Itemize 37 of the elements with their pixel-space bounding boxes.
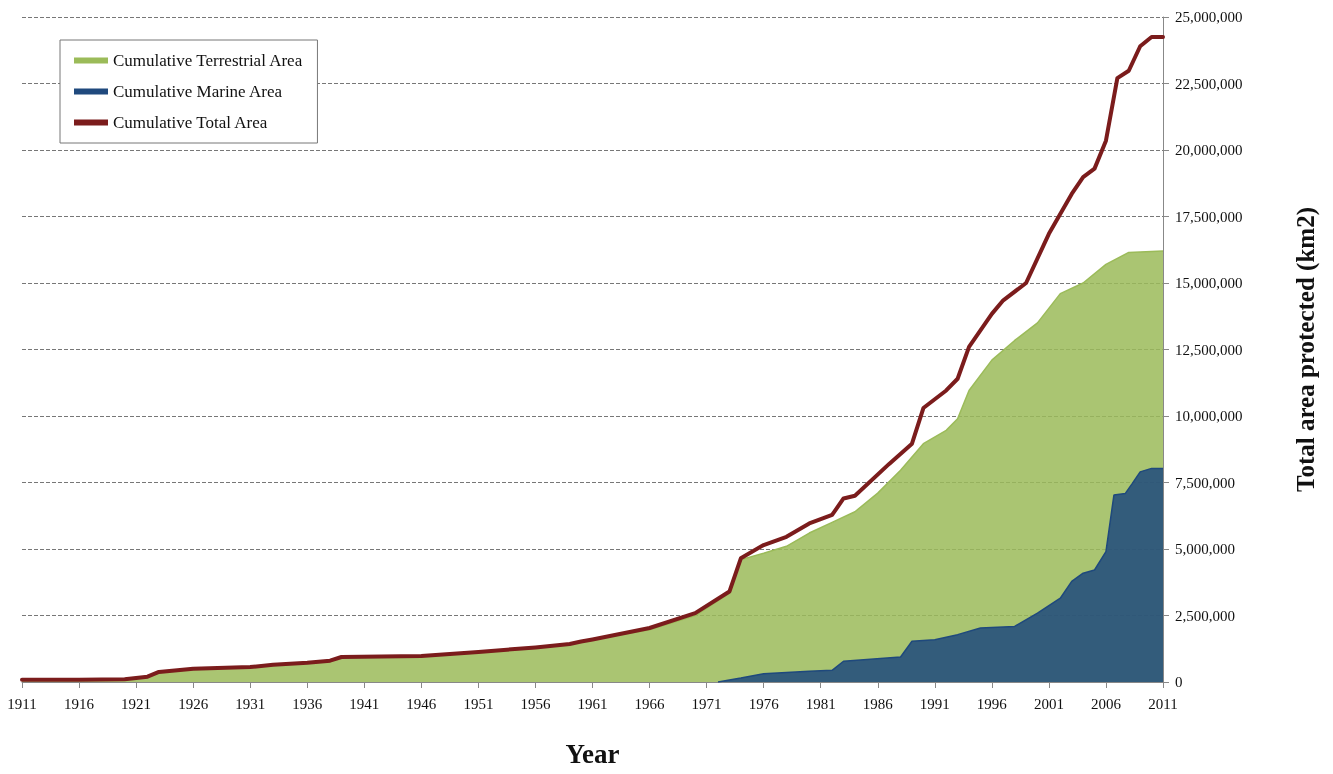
y-tick-label: 17,500,000	[1175, 208, 1243, 225]
x-tick-label: 1941	[349, 695, 380, 712]
x-tick-label: 1981	[805, 695, 836, 712]
x-tick-label: 1971	[691, 695, 722, 712]
legend-label: Cumulative Terrestrial Area	[113, 51, 303, 70]
x-tick-label: 1961	[577, 695, 608, 712]
x-tick-label: 1986	[862, 695, 894, 712]
x-tick-label: 1951	[463, 695, 494, 712]
x-tick-label: 1991	[919, 695, 950, 712]
y-tick-label: 5,000,000	[1175, 541, 1235, 557]
legend-label: Cumulative Marine Area	[113, 82, 283, 101]
y-tick-label: 7,500,000	[1175, 474, 1235, 491]
x-tick-label: 1916	[64, 695, 95, 712]
y-tick-label: 20,000,000	[1175, 142, 1243, 158]
x-tick-label: 1976	[748, 695, 780, 712]
x-tick-label: 2011	[1148, 695, 1178, 712]
x-tick-label: 1921	[121, 695, 152, 712]
x-tick-label: 1931	[235, 695, 266, 712]
x-tick-label: 2006	[1090, 695, 1122, 712]
y-tick-label: 15,000,000	[1175, 275, 1243, 291]
x-tick-label: 1936	[292, 695, 323, 712]
x-tick-label: 1911	[7, 695, 37, 712]
y-tick-label: 2,500,000	[1175, 607, 1235, 624]
legend-label: Cumulative Total Area	[113, 113, 268, 132]
y-tick-label: 22,500,000	[1175, 75, 1243, 92]
y-tick-label: 12,500,000	[1175, 341, 1243, 358]
x-axis-title: Year	[565, 738, 620, 769]
x-tick-label: 1966	[634, 695, 666, 712]
x-tick-label: 1956	[520, 695, 551, 712]
y-tick-label: 25,000,000	[1175, 9, 1243, 25]
x-tick-label: 1926	[178, 695, 209, 712]
x-tick-label: 1946	[406, 695, 437, 712]
y-tick-label: 0	[1175, 674, 1183, 690]
x-tick-label: 1996	[976, 695, 1008, 712]
y-axis-title: Total area protected (km2)	[1292, 207, 1320, 492]
x-tick-label: 2001	[1033, 695, 1064, 712]
y-tick-label: 10,000,000	[1175, 408, 1243, 424]
